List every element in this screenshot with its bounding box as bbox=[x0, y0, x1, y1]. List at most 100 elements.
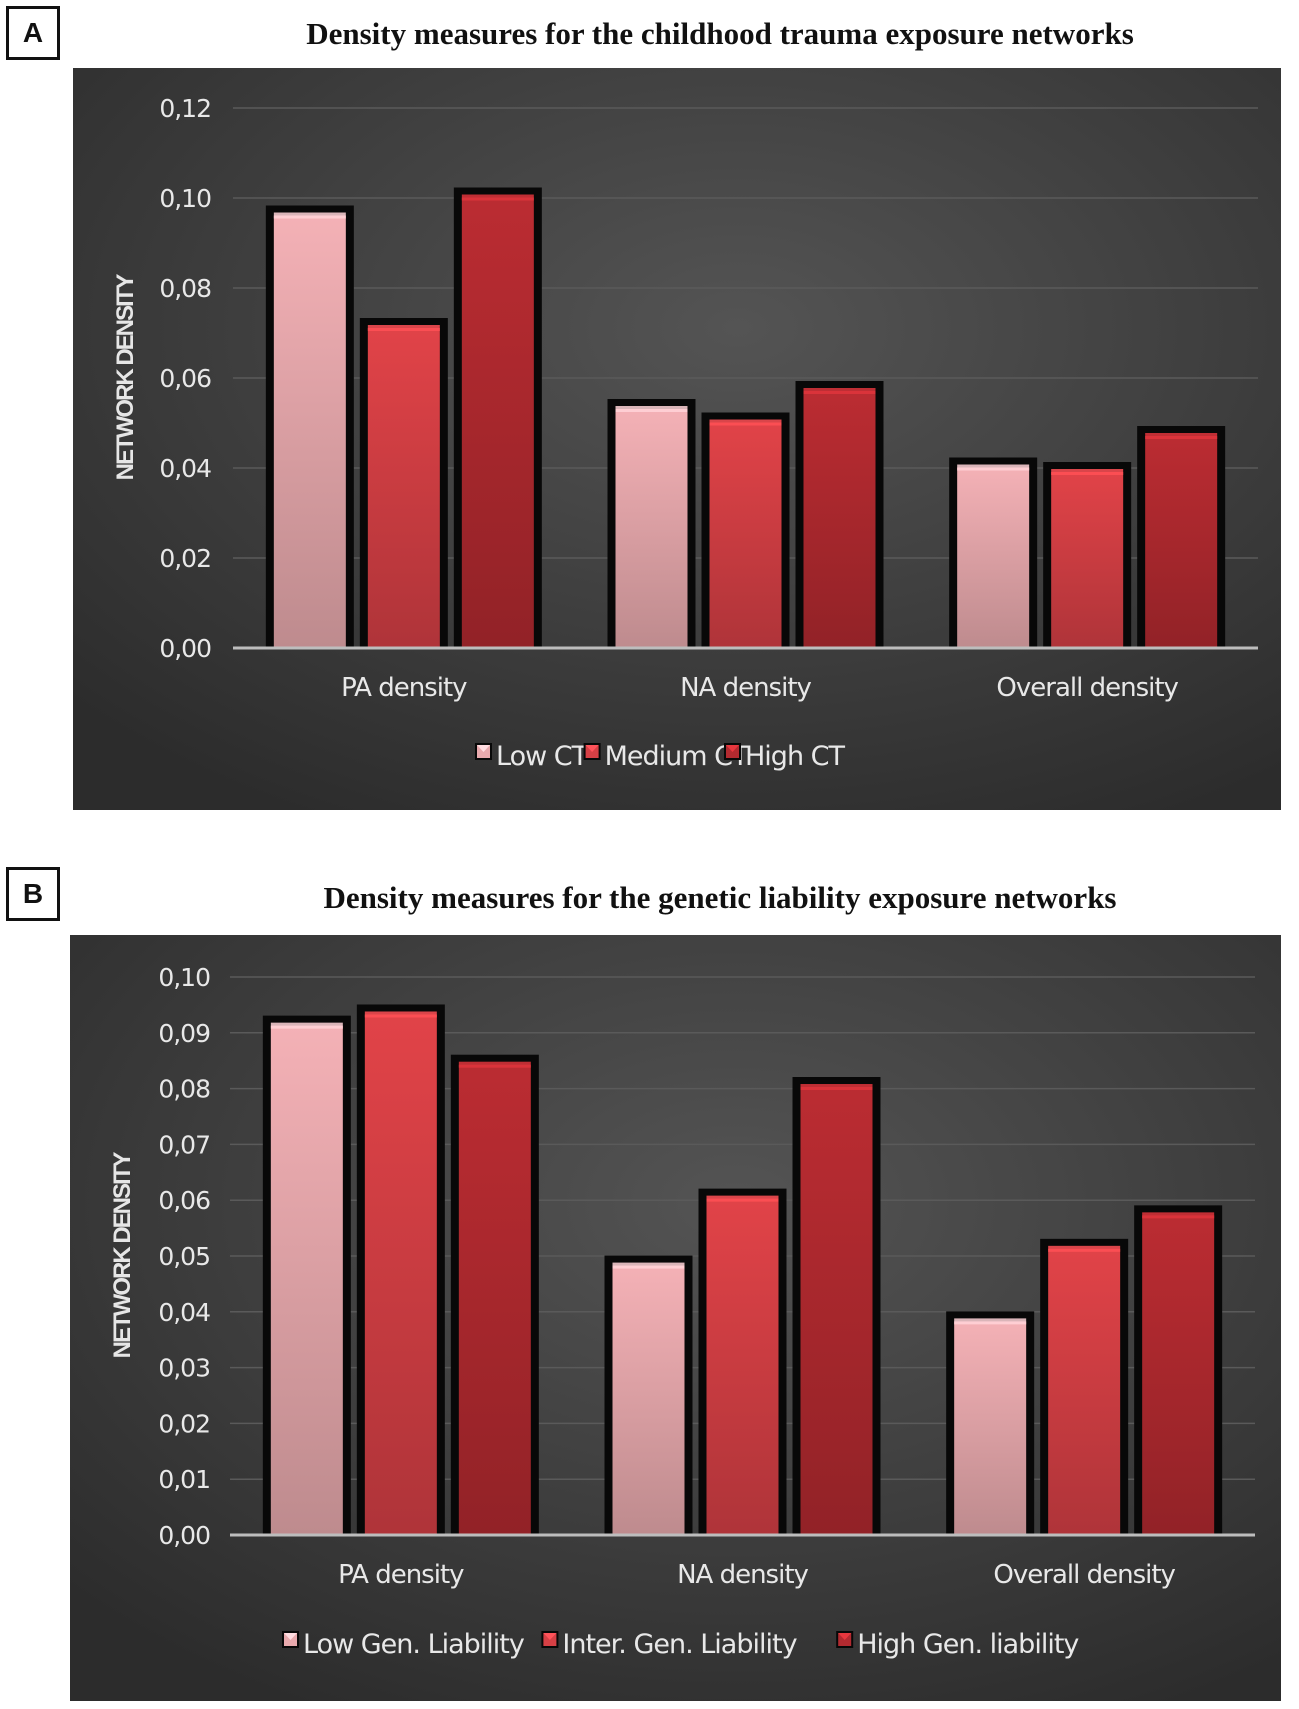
bar bbox=[450, 1054, 539, 1535]
bar-fill bbox=[367, 328, 440, 648]
bar bbox=[359, 318, 448, 648]
y-tick-label: 0,07 bbox=[158, 1130, 210, 1159]
bar bbox=[1137, 426, 1226, 648]
y-tick-label: 0,06 bbox=[158, 1186, 210, 1215]
x-category-label: NA density bbox=[680, 673, 811, 703]
bar-fill bbox=[461, 197, 534, 648]
bar-highlight bbox=[273, 212, 346, 219]
bar bbox=[453, 187, 542, 648]
panel-label-a: A bbox=[6, 6, 60, 60]
legend-swatch-bevel bbox=[726, 745, 739, 752]
bar-highlight bbox=[957, 464, 1030, 471]
chart-b: 0,00 0,01 0,02 0,03 0,04 0,05 0,06 0,07 0,08 0,09… bbox=[70, 935, 1281, 1701]
bar-fill bbox=[1145, 436, 1218, 648]
y-tick-label: 0,04 bbox=[159, 454, 211, 483]
bar bbox=[604, 1255, 693, 1535]
bar bbox=[607, 399, 696, 648]
chart-title-b: Density measures for the genetic liabili… bbox=[323, 880, 1117, 915]
bar bbox=[1040, 1238, 1129, 1535]
bar-fill bbox=[706, 1198, 779, 1535]
x-category-label: Overall density bbox=[993, 1560, 1175, 1590]
legend-swatch-bevel bbox=[477, 745, 490, 752]
panel-label-b: B bbox=[6, 867, 60, 921]
y-tick-label: 0,00 bbox=[159, 634, 211, 663]
bar-highlight bbox=[270, 1022, 343, 1029]
bar bbox=[701, 412, 790, 648]
bar-fill bbox=[1051, 472, 1124, 648]
legend-label: High CT bbox=[745, 741, 845, 772]
bar-highlight bbox=[1051, 469, 1124, 475]
legend-item: High CT bbox=[724, 741, 846, 772]
bar-fill bbox=[1048, 1248, 1121, 1535]
y-tick-label: 0,04 bbox=[158, 1298, 210, 1327]
bar-fill bbox=[709, 422, 782, 648]
y-tick-label: 0,03 bbox=[158, 1354, 210, 1383]
bar-highlight bbox=[367, 325, 440, 331]
bar bbox=[265, 205, 354, 648]
legend-swatch-bevel bbox=[543, 1633, 557, 1640]
legend-item: Inter. Gen. Liability bbox=[541, 1629, 799, 1660]
bar-fill bbox=[273, 215, 346, 648]
bar-highlight bbox=[364, 1011, 437, 1018]
bar bbox=[262, 1015, 351, 1535]
y-axis-label: NETWORK DENSITY bbox=[109, 1152, 136, 1359]
bar-fill bbox=[803, 391, 876, 648]
bar-highlight bbox=[612, 1262, 685, 1269]
y-tick-label: 0,01 bbox=[158, 1465, 210, 1494]
bar-fill bbox=[957, 467, 1030, 648]
y-tick-label: 0,10 bbox=[159, 184, 211, 213]
x-category-label: Overall density bbox=[996, 673, 1178, 703]
legend-label: Low CT bbox=[496, 741, 589, 772]
bar bbox=[946, 1311, 1035, 1535]
bar bbox=[356, 1004, 445, 1535]
bar-highlight bbox=[800, 1084, 873, 1091]
y-tick-label: 0,08 bbox=[158, 1075, 210, 1104]
legend-swatch-bevel bbox=[838, 1633, 852, 1640]
legend-swatch-bevel bbox=[284, 1633, 297, 1640]
y-tick-label: 0,08 bbox=[159, 274, 211, 303]
bar-highlight bbox=[1142, 1212, 1215, 1219]
bar bbox=[698, 1188, 787, 1535]
legend-swatch-bevel bbox=[585, 745, 599, 752]
legend-item: Low CT bbox=[475, 741, 590, 772]
bar bbox=[792, 1077, 881, 1535]
bar-fill bbox=[612, 1265, 685, 1535]
chart-a-svg: 0,00 0,02 0,04 0,06 0,08 0,10 0,12 NETWORK DENS… bbox=[73, 68, 1281, 810]
x-category-label: PA density bbox=[341, 673, 467, 703]
legend-item: Low Gen. Liability bbox=[282, 1629, 526, 1660]
bar-highlight bbox=[709, 419, 782, 426]
bar bbox=[1043, 462, 1132, 648]
bar-highlight bbox=[615, 406, 688, 412]
bar-highlight bbox=[458, 1061, 531, 1068]
y-axis-label: NETWORK DENSITY bbox=[112, 274, 139, 481]
bar-highlight bbox=[1145, 433, 1218, 439]
bar-fill bbox=[1142, 1215, 1215, 1535]
chart-b-svg: 0,00 0,01 0,02 0,03 0,04 0,05 0,06 0,07 0,08 0,09… bbox=[70, 935, 1281, 1701]
y-tick-label: 0,10 bbox=[158, 963, 210, 992]
x-category-label: NA density bbox=[677, 1560, 808, 1590]
bar-highlight bbox=[803, 388, 876, 394]
bar-highlight bbox=[954, 1318, 1027, 1325]
bar bbox=[1134, 1205, 1223, 1535]
legend-label: Inter. Gen. Liability bbox=[562, 1629, 797, 1660]
y-tick-label: 0,09 bbox=[158, 1019, 210, 1048]
legend-item: High Gen. liability bbox=[836, 1629, 1080, 1660]
chart-title-a: Density measures for the childhood traum… bbox=[306, 16, 1134, 51]
y-tick-label: 0,05 bbox=[158, 1242, 210, 1271]
y-tick-label: 0,00 bbox=[158, 1521, 210, 1550]
bar-fill bbox=[270, 1025, 343, 1535]
y-tick-label: 0,02 bbox=[159, 544, 211, 573]
y-tick-label: 0,06 bbox=[159, 364, 211, 393]
chart-a: 0,00 0,02 0,04 0,06 0,08 0,10 0,12 NETWORK DENS… bbox=[73, 68, 1281, 810]
legend-label: Low Gen. Liability bbox=[303, 1629, 525, 1660]
bar-fill bbox=[364, 1014, 437, 1535]
bar bbox=[949, 457, 1038, 648]
y-tick-label: 0,02 bbox=[158, 1409, 210, 1438]
bar-highlight bbox=[706, 1195, 779, 1202]
bar-highlight bbox=[461, 194, 534, 201]
x-category-label: PA density bbox=[338, 1560, 464, 1590]
bar-highlight bbox=[1048, 1245, 1121, 1252]
bar-fill bbox=[615, 409, 688, 648]
bar-fill bbox=[954, 1321, 1027, 1535]
bar-fill bbox=[800, 1087, 873, 1535]
